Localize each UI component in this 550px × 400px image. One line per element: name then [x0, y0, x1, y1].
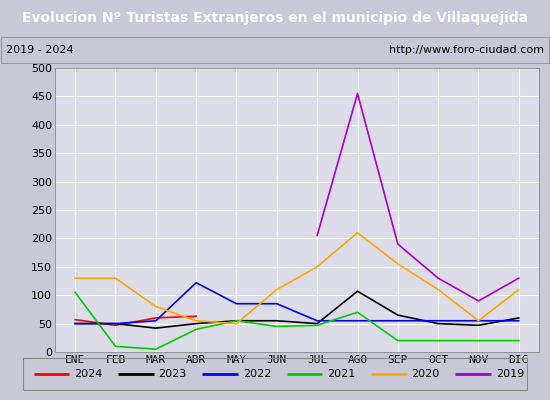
2021	[112, 344, 119, 349]
2023	[72, 321, 79, 326]
2020	[112, 276, 119, 280]
2021	[273, 324, 280, 329]
2019	[475, 298, 482, 303]
2020	[435, 287, 442, 292]
2021	[72, 290, 79, 295]
2024	[193, 314, 200, 319]
2019	[314, 233, 321, 238]
2023	[112, 321, 119, 326]
2022	[515, 318, 522, 323]
2019	[515, 276, 522, 280]
2022	[112, 321, 119, 326]
2021	[354, 310, 361, 315]
2022	[354, 318, 361, 323]
2022	[435, 318, 442, 323]
2023	[475, 323, 482, 328]
Text: 2021: 2021	[327, 369, 355, 379]
Text: 2019 - 2024: 2019 - 2024	[6, 45, 73, 55]
2020	[394, 262, 401, 266]
Line: 2024: 2024	[75, 316, 196, 325]
Text: Evolucion Nº Turistas Extranjeros en el municipio de Villaquejida: Evolucion Nº Turistas Extranjeros en el …	[22, 11, 528, 25]
2023	[314, 321, 321, 326]
2020	[273, 287, 280, 292]
Text: 2023: 2023	[158, 369, 187, 379]
2020	[72, 276, 79, 280]
2020	[314, 264, 321, 269]
2022	[475, 318, 482, 323]
2023	[193, 321, 200, 326]
2021	[233, 318, 240, 323]
Line: 2023: 2023	[75, 291, 519, 328]
2023	[394, 313, 401, 318]
2021	[152, 347, 159, 352]
2020	[475, 318, 482, 323]
2022	[233, 301, 240, 306]
2022	[193, 280, 200, 285]
2024	[112, 323, 119, 328]
Line: 2021: 2021	[75, 292, 519, 349]
2022	[273, 301, 280, 306]
2021	[314, 323, 321, 328]
2023	[515, 316, 522, 320]
2024	[152, 316, 159, 320]
2021	[435, 338, 442, 343]
Line: 2022: 2022	[75, 283, 519, 324]
2019	[354, 91, 361, 96]
2023	[152, 326, 159, 330]
2022	[152, 318, 159, 323]
Text: 2024: 2024	[74, 369, 103, 379]
2021	[394, 338, 401, 343]
Text: http://www.foro-ciudad.com: http://www.foro-ciudad.com	[389, 45, 544, 55]
Line: 2019: 2019	[317, 94, 519, 301]
2020	[193, 318, 200, 323]
2019	[394, 242, 401, 246]
2023	[354, 289, 361, 294]
2023	[233, 318, 240, 323]
2023	[435, 321, 442, 326]
2019	[435, 276, 442, 280]
2021	[475, 338, 482, 343]
2020	[152, 304, 159, 309]
Line: 2020: 2020	[75, 233, 519, 324]
2023	[273, 318, 280, 323]
2020	[515, 287, 522, 292]
2022	[72, 321, 79, 326]
2021	[193, 327, 200, 332]
2022	[394, 318, 401, 323]
Text: 2022: 2022	[243, 369, 271, 379]
Text: 2019: 2019	[496, 369, 524, 379]
2024	[72, 317, 79, 322]
2020	[233, 321, 240, 326]
2021	[515, 338, 522, 343]
Text: 2020: 2020	[411, 369, 440, 379]
2022	[314, 318, 321, 323]
2020	[354, 230, 361, 235]
